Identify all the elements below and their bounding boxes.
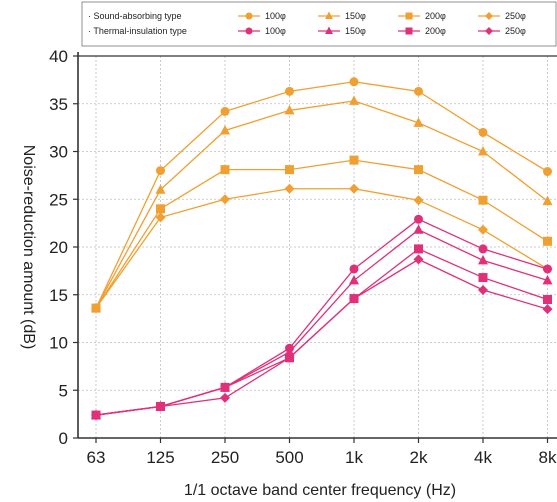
data-point xyxy=(220,165,230,175)
data-point xyxy=(156,166,165,176)
legend-swatch-marker xyxy=(485,12,493,20)
x-tick-label: 1k xyxy=(345,448,363,467)
data-point xyxy=(349,274,359,285)
legend-item-label: 200φ xyxy=(425,26,446,36)
legend-item-label: 150φ xyxy=(345,11,366,21)
data-point xyxy=(220,382,230,392)
data-point xyxy=(414,165,423,175)
series-line xyxy=(95,81,548,309)
y-tick-label: 40 xyxy=(49,47,68,66)
data-point xyxy=(349,183,359,194)
legend-item-label: 250φ xyxy=(505,11,526,21)
legend-swatch-marker xyxy=(485,27,493,35)
data-point xyxy=(155,401,166,412)
x-tick-label: 4k xyxy=(474,448,492,467)
series-line xyxy=(95,100,548,309)
data-point xyxy=(542,274,553,285)
data-point xyxy=(284,183,295,194)
legend-swatch-marker xyxy=(325,11,333,19)
data-point xyxy=(349,95,359,105)
data-point xyxy=(414,86,423,96)
legend-swatch-marker xyxy=(245,27,253,35)
data-point xyxy=(220,194,230,205)
x-tick-label: 125 xyxy=(146,448,174,467)
series-sound-absorbing-0 xyxy=(91,77,552,313)
data-point xyxy=(91,410,101,421)
series-sound-absorbing-1 xyxy=(91,95,553,313)
series-layer xyxy=(91,77,553,421)
x-axis-label: 1/1 octave band center frequency (Hz) xyxy=(184,482,456,499)
legend-item-label: 100φ xyxy=(265,11,286,21)
legend-swatch-marker xyxy=(245,12,253,20)
series-line xyxy=(95,229,548,416)
legend-swatch-marker xyxy=(405,12,413,20)
data-point xyxy=(349,293,359,304)
data-point xyxy=(478,244,488,254)
legend-box xyxy=(81,1,557,47)
data-point xyxy=(478,254,488,265)
data-point xyxy=(349,77,359,87)
data-point xyxy=(220,392,230,403)
data-point xyxy=(91,303,101,314)
data-point xyxy=(478,195,488,205)
series-thermal-insulation-7 xyxy=(91,254,553,421)
axes: 0 5 10 15 20 25 30 35 40 63 125 250 500 1k 2k 4k 8k xyxy=(49,47,557,467)
data-point xyxy=(543,236,552,246)
x-tick-label: 2k xyxy=(410,448,428,467)
y-tick-label: 0 xyxy=(59,429,68,448)
data-point xyxy=(284,352,295,363)
legend-item-label: 100φ xyxy=(265,26,286,36)
legend-item-label: 150φ xyxy=(345,26,366,36)
legend-item-label: 250φ xyxy=(505,26,526,36)
data-point xyxy=(414,214,423,224)
data-point xyxy=(543,295,552,305)
legend-swatch-marker xyxy=(405,27,413,35)
x-tick-label: 63 xyxy=(87,448,106,467)
data-point xyxy=(478,273,488,283)
legend-item-label: 200φ xyxy=(425,11,446,21)
y-tick-label: 20 xyxy=(49,238,68,257)
series-line xyxy=(95,258,548,416)
data-point xyxy=(155,212,166,223)
data-point xyxy=(478,127,488,137)
y-tick-label: 10 xyxy=(49,334,68,353)
data-point xyxy=(543,264,552,274)
y-tick-label: 5 xyxy=(59,381,68,400)
data-point xyxy=(156,204,165,214)
series-line xyxy=(95,188,548,309)
data-point xyxy=(220,106,230,116)
data-point xyxy=(478,284,488,295)
data-point xyxy=(349,155,359,165)
x-tick-label: 250 xyxy=(211,448,239,467)
data-point xyxy=(542,195,553,206)
legend: · Sound-absorbing type 100φ 150φ 200φ 250φ · … xyxy=(81,1,557,47)
data-point xyxy=(413,254,424,265)
x-tick-label: 500 xyxy=(275,448,303,467)
data-point xyxy=(220,124,230,135)
data-point xyxy=(478,224,488,235)
series-line xyxy=(95,159,548,309)
legend-group-label: · Thermal-insulation type xyxy=(88,26,187,36)
data-point xyxy=(413,117,424,127)
data-point xyxy=(284,104,295,115)
data-point xyxy=(543,167,552,177)
y-tick-label: 25 xyxy=(49,190,68,209)
legend-group-label: · Sound-absorbing type xyxy=(88,11,182,21)
data-point xyxy=(413,224,424,234)
data-point xyxy=(542,304,553,315)
data-point xyxy=(349,264,359,274)
data-point xyxy=(285,165,294,175)
data-point xyxy=(414,244,423,254)
data-point xyxy=(478,146,488,156)
y-tick-label: 15 xyxy=(49,286,68,305)
y-tick-label: 35 xyxy=(49,95,68,114)
y-axis-label: Noise-reduction amount (dB) xyxy=(20,145,37,350)
data-point xyxy=(155,184,166,194)
data-point xyxy=(285,86,294,96)
data-point xyxy=(413,195,424,206)
legend-swatch-marker xyxy=(325,26,333,34)
y-tick-label: 30 xyxy=(49,143,68,162)
x-tick-label: 8k xyxy=(539,448,557,467)
